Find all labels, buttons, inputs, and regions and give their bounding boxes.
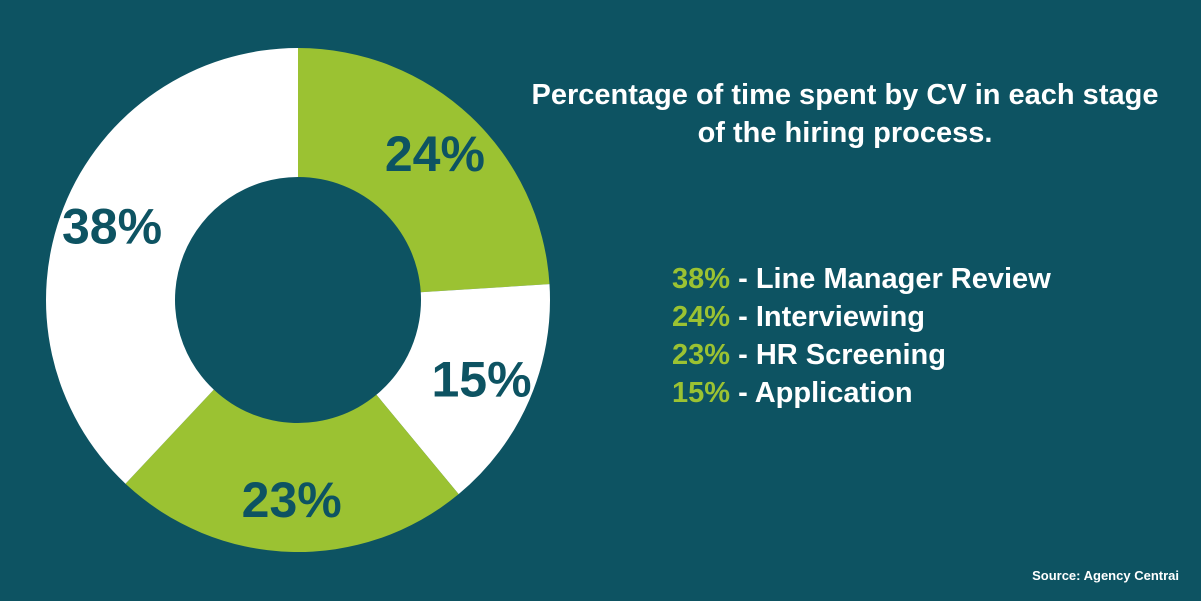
slice-label: 38% bbox=[62, 198, 162, 254]
legend-text: - HR Screening bbox=[730, 339, 946, 371]
legend-item-hr-screening: 23% - HR Screening bbox=[672, 336, 1051, 374]
donut-slice-hr-screening bbox=[125, 389, 459, 553]
slice-label: 24% bbox=[385, 126, 485, 182]
source-note: Source: Agency Centrai bbox=[1032, 568, 1179, 583]
donut-slice-line-manager-review bbox=[45, 48, 299, 484]
legend-item-interviewing: 24% - Interviewing bbox=[672, 298, 1051, 336]
legend-pct: 24% bbox=[672, 301, 731, 333]
chart-title: Percentage of time spent by CV in each s… bbox=[531, 79, 1159, 149]
slice-label: 15% bbox=[432, 351, 532, 407]
slice-label: 23% bbox=[242, 472, 342, 528]
legend-pct: 38% bbox=[672, 263, 731, 295]
legend-item-line-manager-review: 38% - Line Manager Review bbox=[672, 260, 1051, 298]
legend-item-application: 15% - Application bbox=[672, 374, 1051, 412]
legend-text: - Application bbox=[730, 377, 913, 409]
legend: 38% - Line Manager Review 24% - Intervie… bbox=[672, 260, 1051, 412]
donut-slice-interviewing bbox=[298, 48, 550, 293]
donut-chart: 24% 15% 23% 38% bbox=[45, 48, 550, 553]
legend-pct: 15% bbox=[672, 377, 731, 409]
legend-text: - Interviewing bbox=[730, 301, 926, 333]
legend-pct: 23% bbox=[672, 339, 731, 371]
donut-slice-application bbox=[376, 284, 550, 495]
legend-text: - Line Manager Review bbox=[730, 263, 1051, 295]
